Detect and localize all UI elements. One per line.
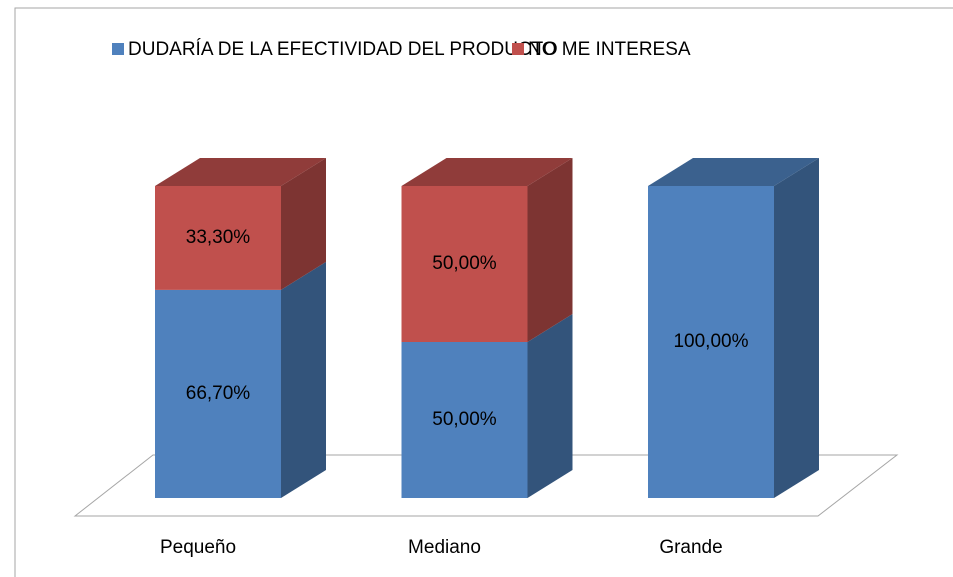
bar bbox=[648, 186, 774, 498]
bar bbox=[155, 186, 281, 290]
bar-top bbox=[648, 158, 819, 186]
bar bbox=[155, 289, 281, 498]
value-label: 50,00% bbox=[432, 409, 497, 430]
bar-side bbox=[527, 158, 573, 342]
legend-label: NO ME INTERESA bbox=[528, 39, 691, 60]
bar bbox=[401, 342, 528, 498]
bar-side bbox=[281, 158, 326, 290]
bar-side bbox=[281, 261, 326, 498]
x-tick-label: Grande bbox=[659, 537, 722, 558]
value-label: 100,00% bbox=[673, 331, 748, 352]
value-label: 66,70% bbox=[186, 383, 251, 404]
bar bbox=[401, 186, 528, 342]
bar-side bbox=[527, 314, 573, 498]
value-label: 33,30% bbox=[186, 227, 251, 248]
value-label: 50,00% bbox=[432, 253, 497, 274]
chart-border bbox=[14, 7, 953, 577]
bar-top bbox=[155, 158, 326, 186]
x-tick-label: Mediano bbox=[408, 537, 481, 558]
bar-top bbox=[401, 158, 573, 186]
bar-side bbox=[774, 158, 819, 498]
x-tick-label: Pequeño bbox=[160, 537, 236, 558]
legend-label: DUDARÍA DE LA EFECTIVIDAD DEL PRODUCTO bbox=[128, 39, 558, 60]
legend-swatch bbox=[112, 43, 124, 55]
legend-swatch bbox=[512, 43, 524, 55]
